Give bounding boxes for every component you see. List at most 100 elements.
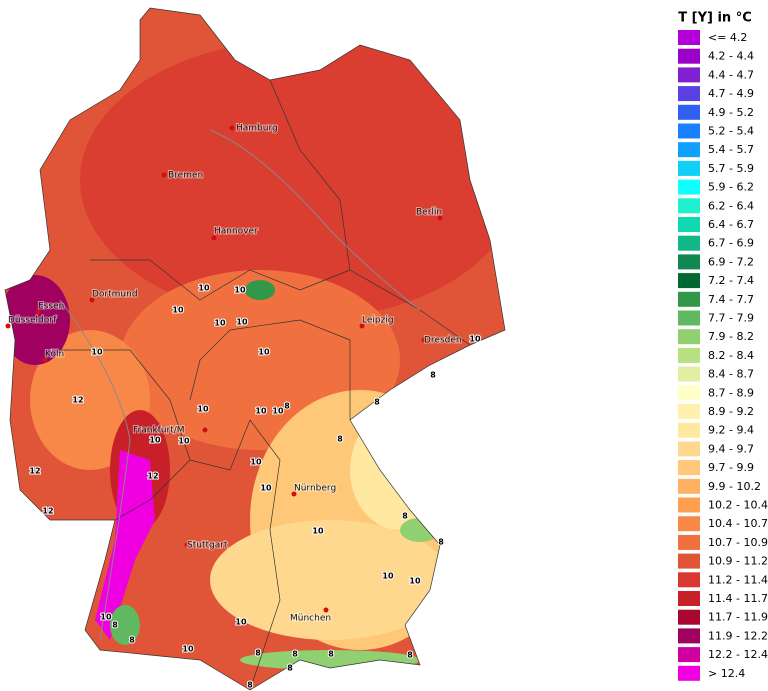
city-dot [35, 309, 41, 315]
legend-swatch [678, 123, 700, 139]
legend-label: 12.2 - 12.4 [708, 648, 768, 661]
legend-label: 8.9 - 9.2 [708, 405, 754, 418]
legend-label: 7.4 - 7.7 [708, 293, 754, 306]
city-dot [359, 323, 365, 329]
city-dot [437, 215, 443, 221]
state-borders [4, 7, 506, 691]
contour-label: 8 [407, 651, 413, 660]
legend-swatch [678, 179, 700, 195]
city-dot [161, 172, 167, 178]
legend-label: 9.2 - 9.4 [708, 424, 754, 437]
contour-label: 10 [91, 348, 103, 357]
contour-label: 10 [382, 572, 394, 581]
legend-label: 4.9 - 5.2 [708, 106, 754, 119]
contour-label: 8 [328, 650, 334, 659]
contour-label: 8 [129, 636, 135, 645]
legend-swatch [678, 665, 700, 681]
contour-label: 12 [42, 507, 53, 516]
legend-label: 4.7 - 4.9 [708, 87, 754, 100]
legend-swatch [678, 647, 700, 663]
contour-label: 8 [112, 621, 118, 630]
legend-swatch [678, 104, 700, 120]
contour-label: 8 [337, 435, 343, 444]
temperature-raster [5, 8, 505, 690]
legend-swatch [678, 366, 700, 382]
contour-label: 12 [72, 396, 83, 405]
legend-label: 5.9 - 6.2 [708, 181, 754, 194]
legend-label: 9.9 - 10.2 [708, 480, 761, 493]
city-label: Frankfurt/M [133, 426, 185, 436]
legend-label: 5.7 - 5.9 [708, 162, 754, 175]
city-dot [184, 542, 190, 548]
legend-swatch [678, 254, 700, 270]
legend-swatch [678, 478, 700, 494]
legend-swatch [678, 48, 700, 64]
legend-title: T [Y] in °C [678, 11, 752, 26]
legend-label: 9.7 - 9.9 [708, 461, 754, 474]
legend-label: 5.2 - 5.4 [708, 125, 754, 138]
city-dot [323, 607, 329, 613]
contour-label: 10 [258, 348, 270, 357]
city-dot [202, 427, 208, 433]
legend-label: 8.4 - 8.7 [708, 368, 754, 381]
legend-swatch [678, 460, 700, 476]
legend-label: 11.9 - 12.2 [708, 629, 768, 642]
city-dot [421, 337, 427, 343]
contour-label: 10 [214, 319, 226, 328]
legend-label: 11.4 - 11.7 [708, 592, 768, 605]
legend-label: 7.7 - 7.9 [708, 312, 754, 325]
city-dot [211, 235, 217, 241]
legend-swatch [678, 86, 700, 102]
contour-label: 12 [147, 472, 158, 481]
legend-swatch [678, 160, 700, 176]
legend-label: 10.4 - 10.7 [708, 517, 768, 530]
legend-label: 6.4 - 6.7 [708, 218, 754, 231]
legend-swatch [678, 628, 700, 644]
contour-label: 10 [260, 484, 272, 493]
city-dot [291, 491, 297, 497]
legend-label: 11.2 - 11.4 [708, 573, 768, 586]
legend-swatch [678, 404, 700, 419]
legend-swatch [678, 553, 700, 569]
contour-label: 8 [374, 398, 380, 407]
legend-swatch [678, 385, 700, 401]
legend-swatch [678, 142, 700, 158]
legend-swatch [678, 591, 700, 606]
city-label: Essen [38, 302, 64, 312]
city-label: Leipzig [362, 316, 394, 326]
legend-label: 4.4 - 4.7 [708, 68, 754, 81]
legend-label: 5.4 - 5.7 [708, 143, 754, 156]
legend-swatch [678, 572, 700, 588]
contour-label: 8 [255, 649, 261, 658]
legend-label: <= 4.2 [708, 31, 747, 44]
contour-label: 10 [178, 437, 190, 446]
contour-label: 10 [235, 618, 247, 627]
legend-swatch [678, 217, 700, 232]
city-label: Nürnberg [294, 484, 336, 494]
contour-label: 8 [287, 664, 293, 673]
contour-label: 8 [292, 650, 298, 659]
contour-label: 10 [312, 527, 324, 536]
contour-label: 10 [469, 335, 481, 344]
legend-swatch [678, 67, 700, 83]
contour-label: 8 [247, 681, 253, 690]
city-dot [229, 125, 235, 131]
legend-label: 9.4 - 9.7 [708, 442, 754, 455]
legend-label: 7.9 - 8.2 [708, 330, 754, 343]
legend-label: 8.7 - 8.9 [708, 386, 754, 399]
city-label: Hamburg [236, 124, 278, 134]
city-label: Hannover [214, 227, 258, 237]
legend-label: 10.9 - 11.2 [708, 555, 768, 568]
city-label: München [290, 614, 331, 624]
legend-label: 11.7 - 11.9 [708, 611, 768, 624]
city-label: Düsseldorf [8, 316, 57, 326]
city-label: Stuttgart [187, 541, 228, 551]
legend-swatch [678, 235, 700, 251]
contour-label: 10 [197, 405, 209, 414]
contour-label: 10 [149, 436, 161, 445]
legend-swatch [678, 347, 700, 363]
city-label: Dortmund [92, 290, 138, 300]
legend-swatch [678, 422, 700, 438]
legend-label: 4.2 - 4.4 [708, 50, 754, 63]
